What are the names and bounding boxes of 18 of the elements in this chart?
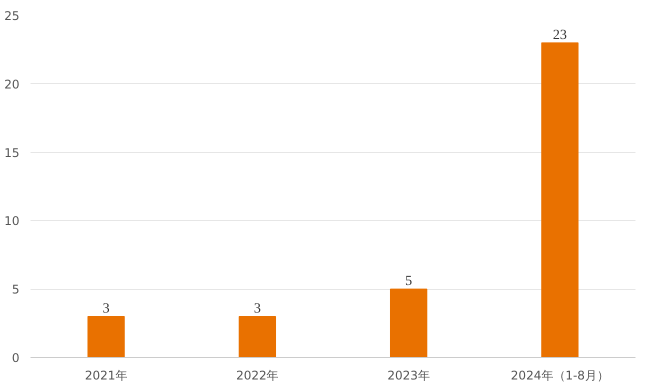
bar bbox=[238, 316, 276, 358]
x-tick-label: 2023年 bbox=[387, 368, 430, 382]
y-tick-label: 5 bbox=[12, 282, 20, 297]
y-tick-label: 25 bbox=[4, 9, 20, 23]
data-label: 23 bbox=[552, 28, 567, 43]
y-tick-label: 20 bbox=[4, 77, 20, 92]
y-tick-label: 10 bbox=[4, 214, 20, 228]
data-label: 3 bbox=[102, 301, 110, 316]
x-tick-label: 2024年（1-8月） bbox=[510, 368, 609, 382]
data-label: 5 bbox=[405, 274, 412, 290]
y-tick-label: 15 bbox=[4, 146, 20, 160]
data-label: 3 bbox=[254, 301, 261, 316]
x-tick-label: 2022年 bbox=[236, 368, 279, 382]
bar bbox=[390, 288, 428, 358]
x-tick-label: 2021年 bbox=[84, 368, 128, 382]
bar bbox=[87, 316, 125, 358]
y-tick-label: 0 bbox=[12, 351, 20, 365]
bar bbox=[541, 42, 579, 358]
